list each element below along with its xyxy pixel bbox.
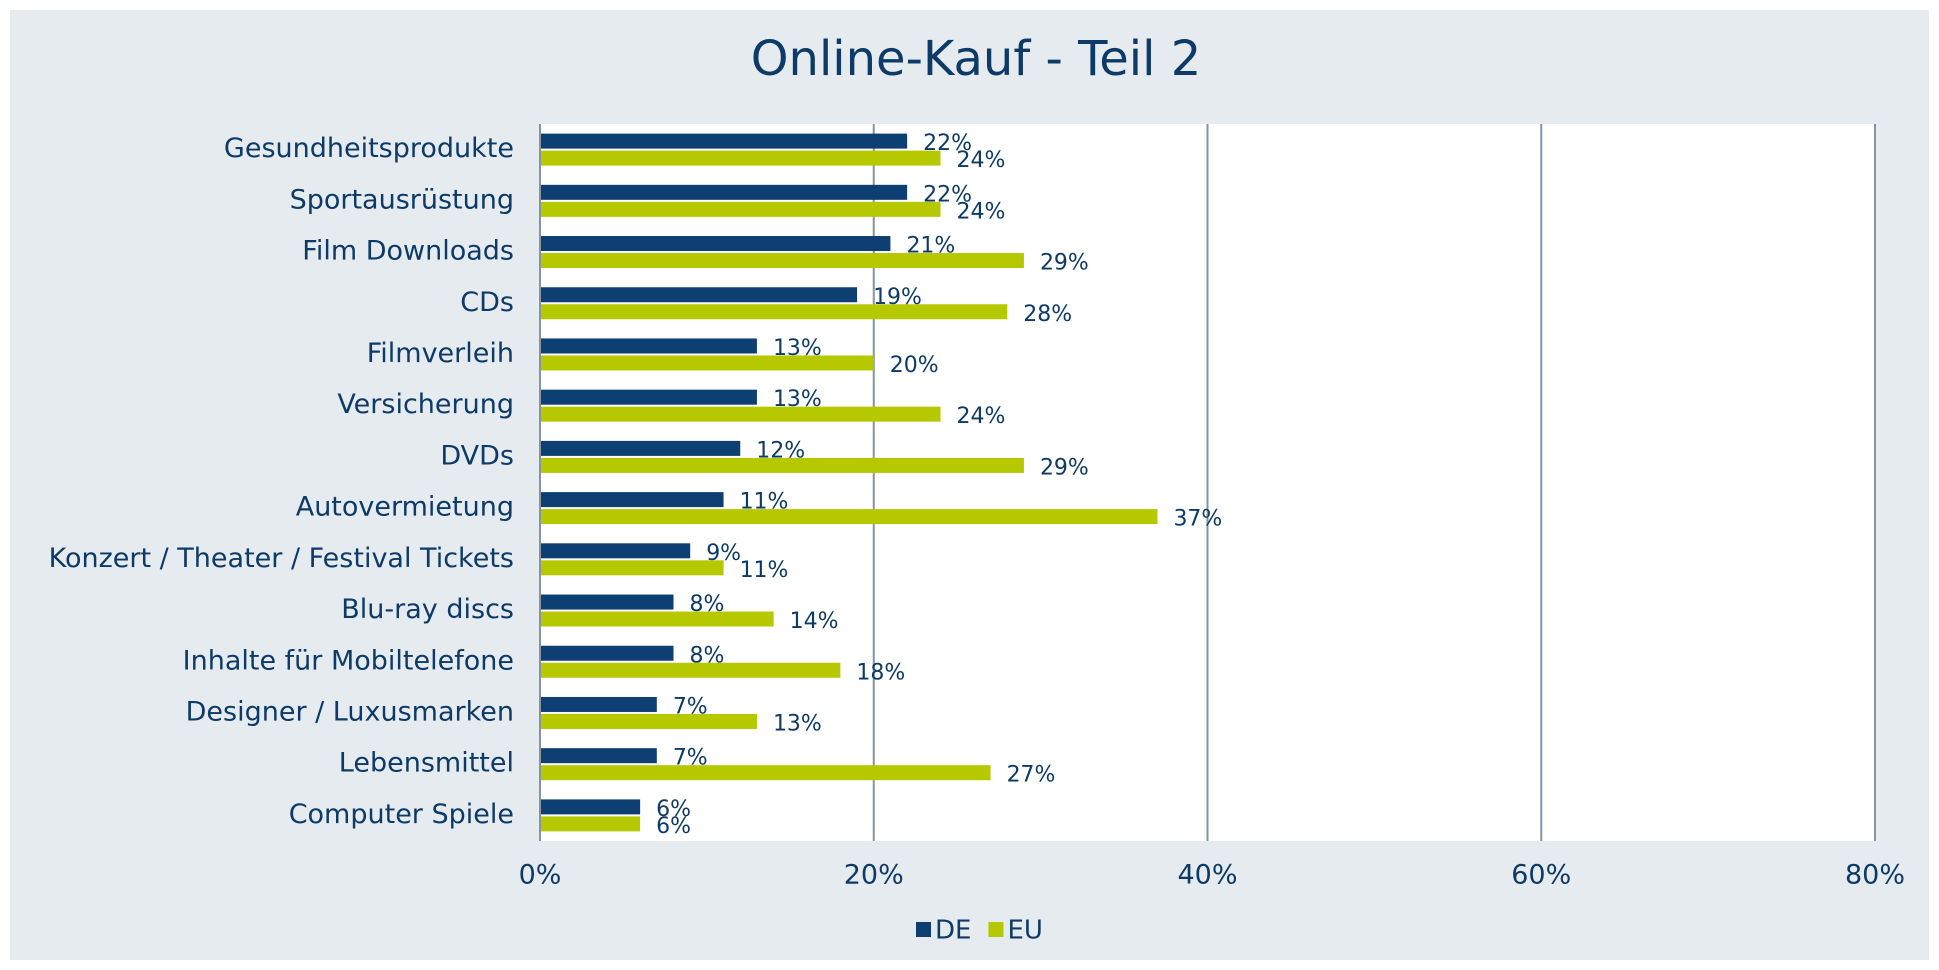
- bar: [540, 133, 908, 149]
- bar: [540, 748, 657, 764]
- y-tick-label: Film Downloads: [302, 236, 514, 267]
- bar: [540, 389, 757, 405]
- data-label: 28%: [1023, 302, 1072, 327]
- y-tick-label: DVDs: [440, 440, 514, 471]
- bar: [540, 287, 858, 303]
- bar: [540, 560, 724, 576]
- y-tick-label: Autovermietung: [296, 492, 514, 523]
- data-label: 13%: [773, 711, 822, 736]
- bar: [540, 338, 757, 354]
- bar: [540, 201, 941, 217]
- legend-label: EU: [1007, 916, 1042, 946]
- bar: [540, 696, 657, 712]
- x-tick-label: 20%: [844, 860, 904, 891]
- x-tick-label: 0%: [519, 860, 562, 891]
- bar: [540, 611, 774, 627]
- data-label: 37%: [1173, 507, 1222, 532]
- bar: [540, 543, 691, 559]
- bar: [540, 509, 1158, 525]
- legend-swatch: [988, 922, 1004, 937]
- data-label: 29%: [1040, 455, 1089, 480]
- legend-swatch: [916, 922, 931, 937]
- bar: [540, 406, 941, 422]
- bar: [540, 765, 991, 781]
- data-label: 24%: [957, 199, 1006, 224]
- data-label: 11%: [740, 558, 789, 583]
- bar: [540, 355, 874, 371]
- bar: [540, 594, 674, 610]
- y-tick-label: Inhalte für Mobiltelefone: [183, 645, 514, 676]
- x-tick-label: 80%: [1845, 860, 1905, 891]
- y-tick-label: Computer Spiele: [289, 799, 514, 830]
- bar: [540, 492, 724, 508]
- data-label: 27%: [1007, 763, 1056, 788]
- bar: [540, 440, 741, 456]
- y-tick-label: Designer / Luxusmarken: [186, 696, 514, 727]
- data-label: 6%: [656, 814, 691, 839]
- data-label: 24%: [957, 148, 1006, 173]
- chart-title: Online-Kauf - Teil 2: [751, 31, 1202, 87]
- data-label: 14%: [790, 609, 839, 634]
- bar: [540, 150, 941, 166]
- bar: [540, 253, 1024, 269]
- y-tick-label: Lebensmittel: [339, 748, 514, 779]
- x-tick-label: 40%: [1177, 860, 1237, 891]
- bar: [540, 799, 641, 815]
- data-label: 24%: [957, 404, 1006, 429]
- bar: [540, 645, 674, 661]
- bar: [540, 236, 891, 252]
- y-tick-label: Blu-ray discs: [341, 594, 514, 625]
- y-tick-label: Versicherung: [337, 389, 514, 420]
- bar: [540, 662, 841, 678]
- bar: [540, 713, 757, 729]
- data-label: 20%: [890, 353, 939, 378]
- y-tick-label: Gesundheitsprodukte: [224, 133, 514, 164]
- legend-label: DE: [935, 916, 971, 946]
- y-tick-label: Sportausrüstung: [290, 184, 514, 215]
- bar: [540, 304, 1008, 320]
- x-tick-label: 60%: [1511, 860, 1571, 891]
- y-tick-label: Konzert / Theater / Festival Tickets: [49, 543, 514, 574]
- y-tick-label: Filmverleih: [367, 338, 514, 369]
- bar: [540, 816, 641, 832]
- bar: [540, 184, 908, 200]
- y-tick-label: CDs: [460, 287, 514, 318]
- data-label: 6%: [656, 797, 691, 822]
- data-label: 29%: [1040, 251, 1089, 276]
- bar: [540, 457, 1024, 473]
- data-label: 18%: [856, 660, 905, 685]
